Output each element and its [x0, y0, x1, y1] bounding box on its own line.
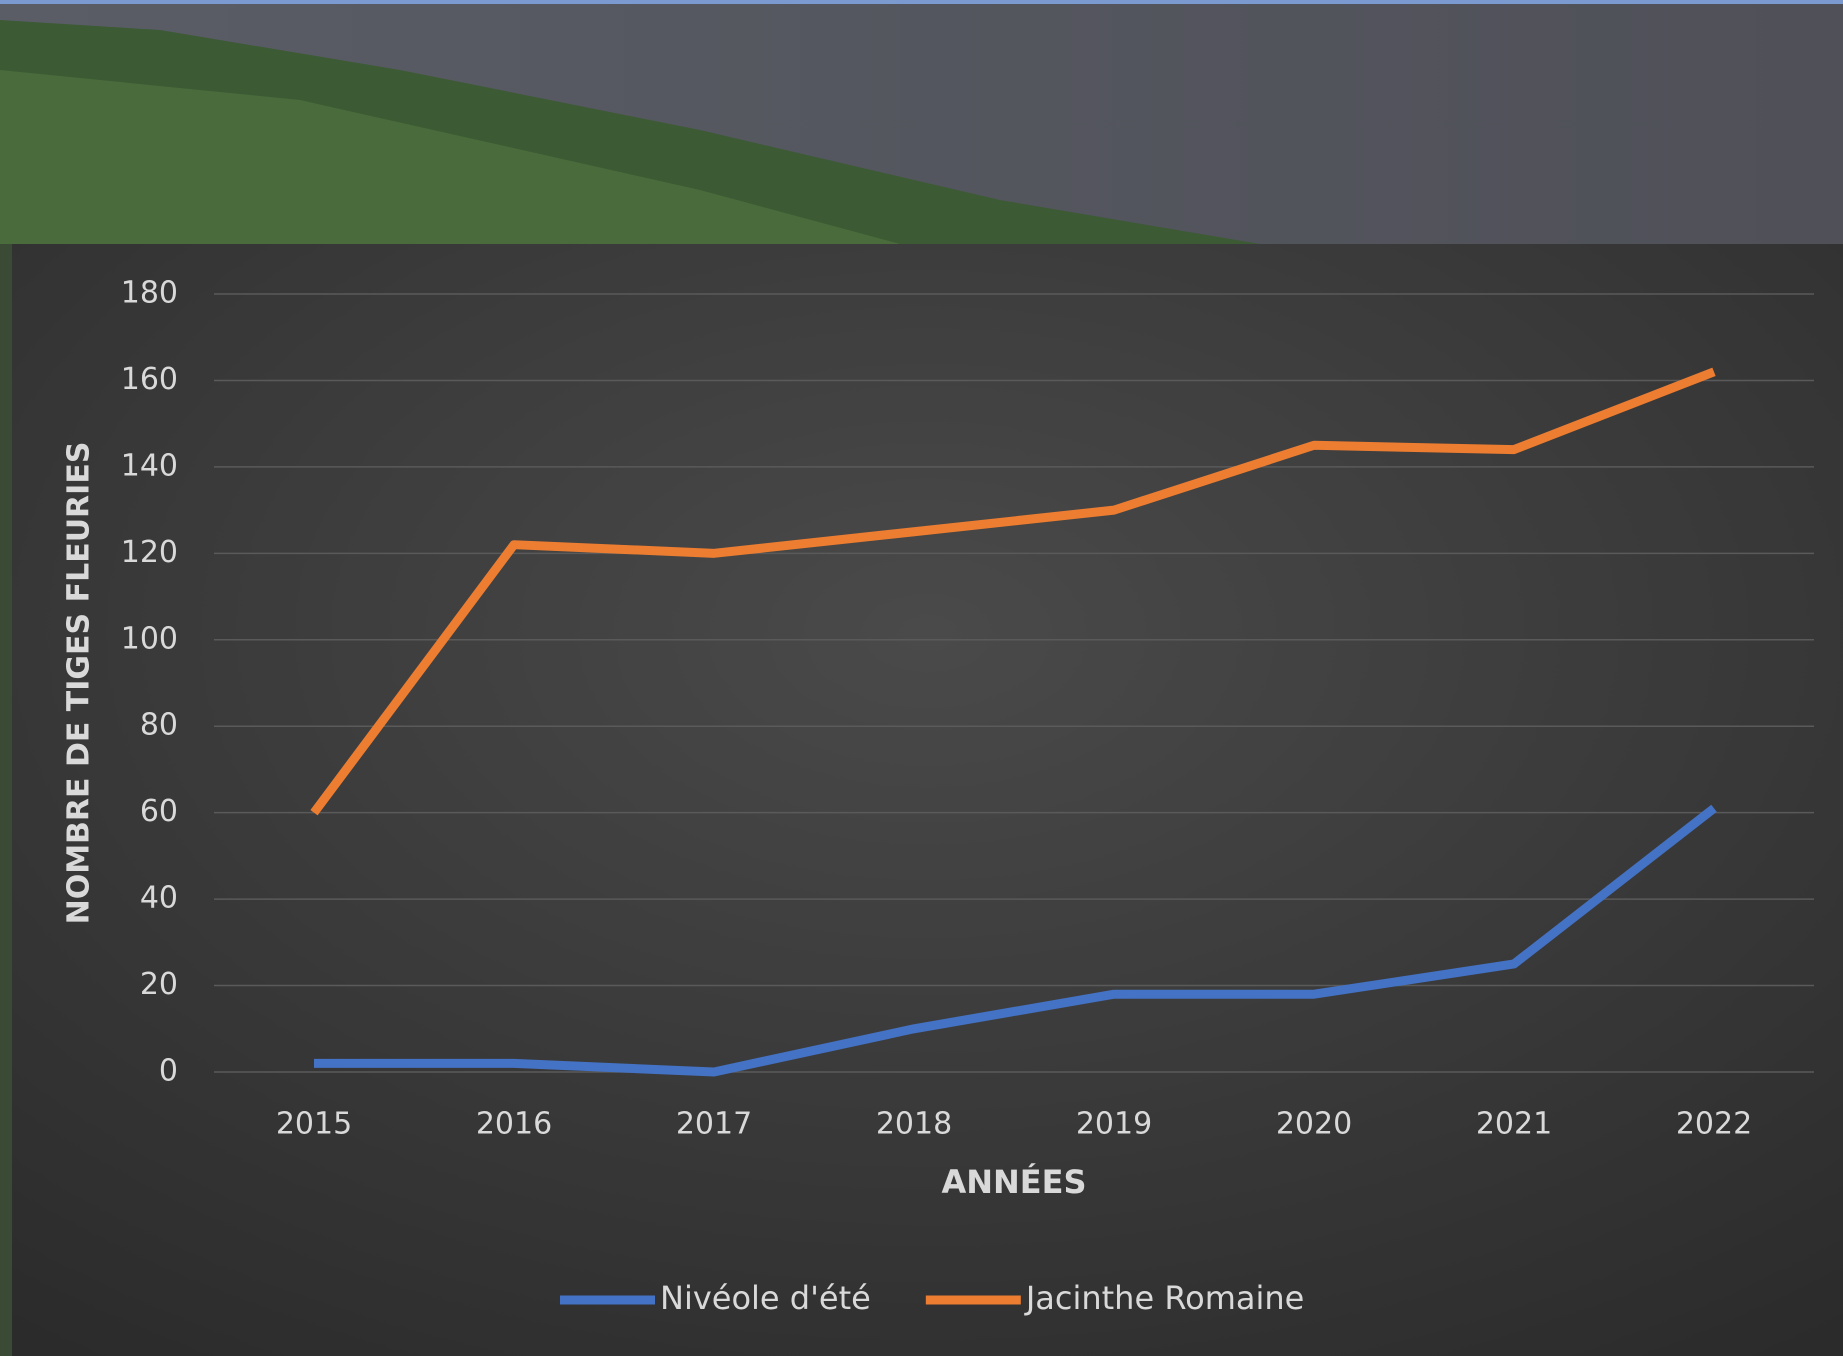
chart-panel [12, 244, 1843, 1356]
y-tick-label: 60 [140, 794, 178, 829]
y-tick-label: 20 [140, 967, 178, 1002]
y-tick-label: 0 [159, 1054, 178, 1089]
x-tick-label: 2021 [1476, 1107, 1552, 1142]
x-tick-label: 2020 [1276, 1107, 1352, 1142]
series-line [310, 367, 1716, 816]
x-axis-title: ANNÉES [941, 1163, 1086, 1201]
hill-front [0, 70, 900, 244]
legend-label: Nivéole d'été [660, 1279, 871, 1317]
y-tick-label: 140 [121, 448, 178, 483]
x-tick-label: 2017 [676, 1107, 752, 1142]
y-axis-title: NOMBRE DE TIGES FLEURIES [62, 442, 97, 925]
y-tick-label: 80 [140, 708, 178, 743]
y-tick-label: 120 [121, 535, 178, 570]
y-tick-label: 180 [121, 276, 178, 311]
y-tick-label: 100 [121, 621, 178, 656]
top-border [0, 0, 1843, 4]
series-line [314, 804, 1717, 1077]
x-tick-label: 2022 [1676, 1107, 1752, 1142]
y-tick-label: 40 [140, 881, 178, 916]
photo-edge [0, 244, 12, 1356]
x-tick-label: 2018 [876, 1107, 952, 1142]
y-tick-label: 160 [121, 362, 178, 397]
x-tick-label: 2016 [476, 1107, 552, 1142]
x-tick-label: 2019 [1076, 1107, 1152, 1142]
legend-label: Jacinthe Romaine [1024, 1279, 1305, 1317]
x-tick-label: 2015 [276, 1107, 352, 1142]
